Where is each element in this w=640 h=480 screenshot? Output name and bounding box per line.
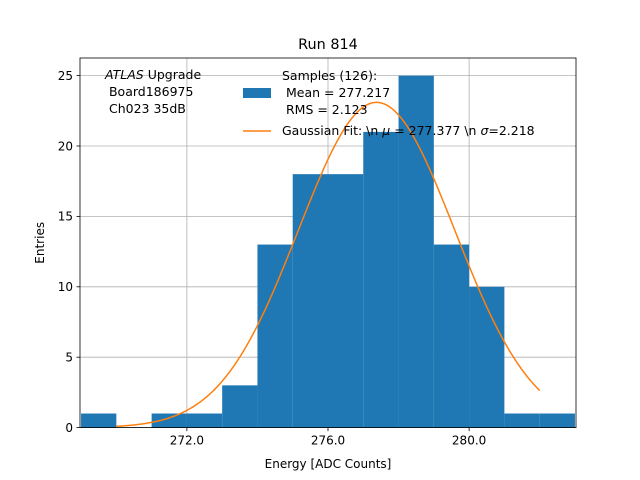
annotation-line-1: ATLAS Upgrade [104, 67, 201, 82]
chart-title: Run 814 [298, 37, 358, 53]
histogram-bar [469, 286, 505, 428]
gaussian-fit-line [116, 101, 541, 428]
x-tick-label: 280.0 [452, 434, 486, 448]
y-tick-label: 25 [58, 69, 73, 83]
y-tick-label: 0 [65, 421, 73, 435]
histogram-bar [504, 413, 540, 428]
y-tick-label: 15 [58, 210, 73, 224]
legend-mean-line: Mean = 277.217 [282, 85, 390, 100]
legend-samples-line: Samples (126): [282, 68, 377, 83]
y-axis-ticks: 0 5 10 15 20 25 [58, 69, 80, 435]
y-tick-label: 5 [65, 351, 73, 365]
atlas-annotation: ATLAS Upgrade Board186975 Ch023 35dB [104, 67, 201, 116]
histogram-bar [292, 174, 328, 428]
histogram-bar [151, 413, 187, 428]
histogram-bar [328, 174, 364, 428]
histogram-bar [257, 244, 293, 428]
legend-rms-line: RMS = 2.123 [282, 102, 368, 117]
annotation-board: Board186975 [105, 84, 193, 99]
y-tick-label: 20 [58, 139, 73, 153]
histogram-bar [186, 413, 223, 428]
x-axis-label: Energy [ADC Counts] [265, 457, 392, 471]
x-tick-label: 276.0 [311, 434, 345, 448]
annotation-channel: Ch023 35dB [105, 101, 186, 116]
histogram-bar [398, 75, 434, 428]
histogram-bar [433, 244, 470, 428]
x-axis-ticks: 272.0 276.0 280.0 [170, 427, 486, 448]
histogram-bars [81, 75, 575, 428]
histogram-bar [222, 385, 258, 428]
histogram-bar [363, 131, 399, 428]
legend-fit-label: Gaussian Fit: \n μ = 277.377 \n σ=2.218 [282, 123, 535, 138]
y-axis-label: Entries [33, 222, 47, 264]
y-tick-label: 10 [58, 280, 73, 294]
histogram-bar [81, 413, 117, 428]
histogram-bar [539, 413, 575, 428]
x-tick-label: 272.0 [170, 434, 204, 448]
annotation-upgrade: Upgrade [144, 67, 202, 82]
legend: Samples (126): Mean = 277.217 RMS = 2.12… [243, 68, 535, 138]
annotation-atlas: ATLAS [104, 67, 144, 82]
legend-histogram-swatch [243, 88, 271, 98]
